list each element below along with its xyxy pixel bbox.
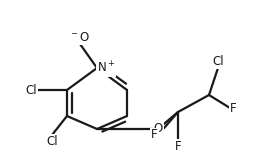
Text: Cl: Cl <box>25 84 37 97</box>
Text: Cl: Cl <box>46 135 58 148</box>
Text: F: F <box>230 101 237 114</box>
Text: Cl: Cl <box>212 55 224 68</box>
Text: $^-$O: $^-$O <box>69 31 91 44</box>
Text: O: O <box>153 122 163 135</box>
Text: N$^+$: N$^+$ <box>97 60 116 76</box>
Text: F: F <box>151 128 158 141</box>
Text: F: F <box>175 140 181 153</box>
